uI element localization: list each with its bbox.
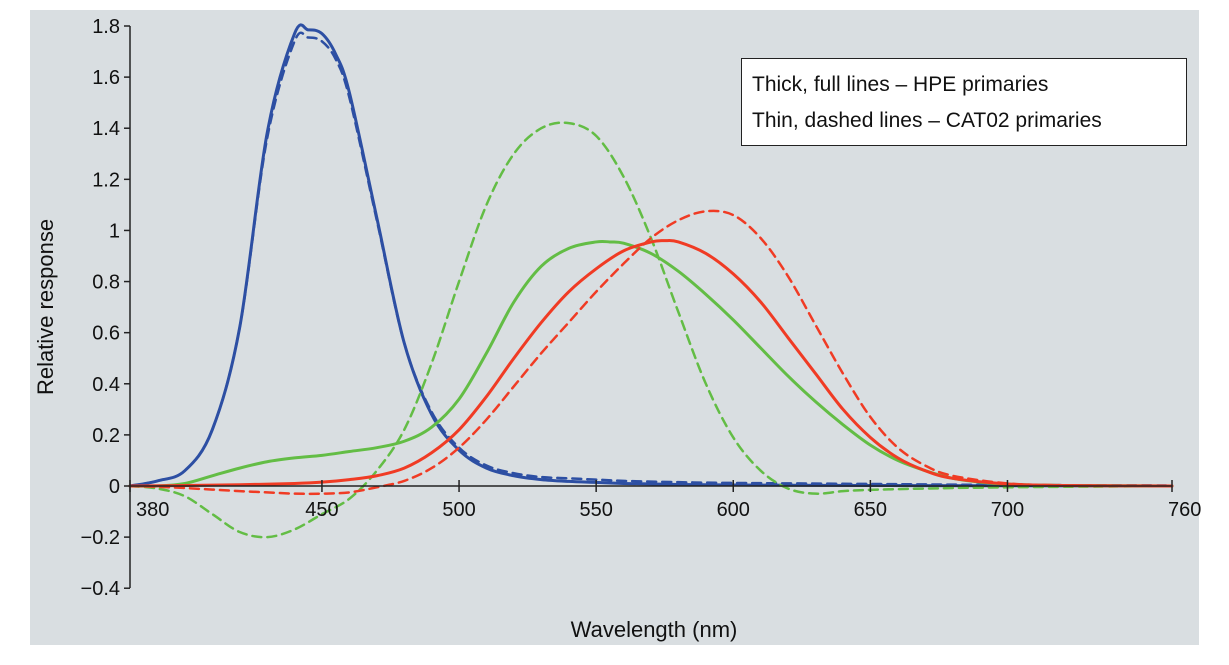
y-tick-label: 0	[109, 476, 120, 498]
y-tick-label: −0.2	[81, 527, 120, 549]
x-tick-label: 450	[305, 499, 338, 521]
y-tick-label: 0.8	[92, 272, 120, 294]
legend-entry-hpe: Thick, full lines – HPE primaries	[752, 73, 1049, 96]
x-tick-label: 650	[854, 499, 887, 521]
green-cat02-curve	[128, 121, 1174, 539]
x-tick-label: 700	[991, 499, 1024, 521]
y-tick-label: −0.4	[81, 578, 120, 600]
y-tick-label: 0.2	[92, 425, 120, 447]
axes-group	[129, 26, 1172, 588]
y-tick-label: 1.6	[92, 67, 120, 89]
tick-group: 1.8 1.6 1.4 1.2 1 0.8 0.6 0.4 0.2 0 −0.2 −0.4 380 450…	[81, 16, 1202, 600]
x-tick-label: 600	[717, 499, 750, 521]
y-tick-label: 0.4	[92, 374, 120, 396]
y-tick-label: 1	[109, 220, 120, 242]
y-axis-title: Relative response	[33, 219, 58, 395]
y-tick-label: 0.6	[92, 323, 120, 345]
y-tick-label: 1.8	[92, 16, 120, 38]
legend: Thick, full lines – HPE primaries Thin, …	[741, 58, 1187, 146]
x-tick-label: 380	[136, 499, 169, 521]
legend-entry-cat02: Thin, dashed lines – CAT02 primaries	[752, 109, 1102, 132]
x-tick-label: 760	[1168, 499, 1201, 521]
red-cat02-curve	[128, 209, 1174, 496]
x-axis-title: Wavelength (nm)	[571, 617, 738, 642]
x-tick-label: 500	[442, 499, 475, 521]
blue-cat02-curve	[128, 31, 1174, 488]
y-tick-label: 1.4	[92, 118, 120, 140]
x-tick-label: 550	[579, 499, 612, 521]
y-tick-label: 1.2	[92, 169, 120, 191]
series-group	[128, 23, 1174, 539]
